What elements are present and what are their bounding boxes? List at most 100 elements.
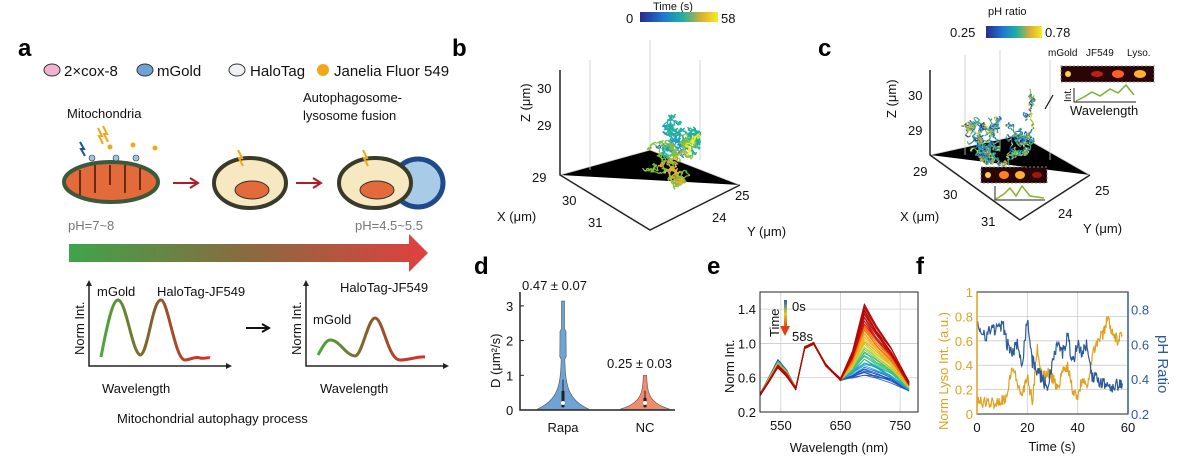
y-tick: 24 xyxy=(712,210,726,225)
trajectory-segment xyxy=(1015,135,1019,139)
trajectory-segment xyxy=(667,147,670,150)
trajectory-segment xyxy=(661,163,665,167)
trajectory-segment xyxy=(994,157,998,160)
trajectory-segment xyxy=(654,141,658,144)
trajectory-segment xyxy=(988,142,992,147)
trajectory-segment xyxy=(676,123,679,126)
trajectory-segment xyxy=(987,117,991,121)
trajectory-segment xyxy=(658,164,662,168)
ph-end-label: pH=4.5~5.5 xyxy=(355,218,423,233)
trajectory-segment xyxy=(1031,123,1034,127)
trajectory-segment xyxy=(663,160,666,165)
trajectory-segment xyxy=(1011,156,1015,160)
trajectory-segment xyxy=(981,137,984,140)
y-axis-label: D (μm²/s) xyxy=(488,334,503,388)
trajectory-segment xyxy=(992,147,995,151)
x-tick: 30 xyxy=(943,187,957,202)
trajectory-segment xyxy=(653,143,656,146)
time-series-chart: 0 20 40 60 0 0.2 0.4 0.6 0.8 1 0.2 0.4 0.6 0.8 Norm Ly… xyxy=(936,285,1171,454)
colorbar-title: Time (s) xyxy=(653,1,693,13)
trajectory-segment xyxy=(669,147,672,151)
trajectory-segment xyxy=(971,130,974,133)
colorbar-max: 0.78 xyxy=(1045,25,1070,40)
trajectory-segment xyxy=(993,132,995,135)
trajectory-segment xyxy=(972,137,975,140)
trajectory-segment xyxy=(674,180,678,183)
trajectory-segment xyxy=(673,185,677,188)
arrow-icon xyxy=(296,177,323,189)
trajectory-segment xyxy=(661,143,664,146)
trajectory-segment xyxy=(961,124,966,127)
trajectory-segment xyxy=(1016,143,1020,147)
legend-jf549: Janelia Fluor 549 xyxy=(334,63,449,80)
peak-mgold-label: mGold xyxy=(313,312,351,327)
spectral-image-inset-bottom xyxy=(980,166,1048,201)
y-tick-label: 1.4 xyxy=(738,302,756,317)
axes-3d xyxy=(559,40,741,231)
trajectory-segment xyxy=(1031,99,1036,103)
trajectory-segment xyxy=(1010,139,1013,143)
trajectory-segment xyxy=(988,134,991,137)
trajectory-segment xyxy=(1013,147,1017,152)
trajectory-segment xyxy=(672,126,675,130)
trajectory-segment xyxy=(1031,104,1035,107)
trajectory-segment xyxy=(1020,135,1023,138)
trajectory-segment xyxy=(645,169,649,172)
trajectory-segment xyxy=(692,135,696,139)
trajectory-segment xyxy=(988,153,992,156)
trajectory-segment xyxy=(672,161,676,164)
z-tick: 30 xyxy=(908,88,922,103)
trajectory-segment xyxy=(994,128,998,133)
trajectory-segment xyxy=(689,130,692,134)
trajectory-segment xyxy=(976,117,980,121)
trajectory-segment xyxy=(1025,137,1030,141)
peak-mgold-label: mGold xyxy=(97,284,135,299)
trajectory-segment xyxy=(1015,138,1019,143)
trajectory-segment xyxy=(996,130,999,134)
trajectory-time-colored xyxy=(642,113,702,190)
trajectory-segment xyxy=(984,139,988,142)
trajectory-segment xyxy=(680,179,683,182)
x-tick: 30 xyxy=(562,193,576,208)
trajectory-segment xyxy=(672,116,675,119)
y-axis-label: Y (μm) xyxy=(1083,221,1122,236)
trajectory-segment xyxy=(669,126,672,129)
spectrum-after: Norm Int. mGold HaloTag-JF549 Wavelength xyxy=(289,280,449,396)
trajectory-segment xyxy=(980,123,983,127)
trajectory-segment xyxy=(694,144,698,147)
trajectory-segment xyxy=(1023,139,1026,142)
trajectory-segment xyxy=(977,152,980,156)
legend-title: Time xyxy=(767,309,782,337)
series-lyso xyxy=(976,315,1123,411)
trajectory-segment xyxy=(648,168,651,172)
trajectory-segment xyxy=(682,138,685,142)
trajectory-segment xyxy=(1008,124,1013,128)
trajectory-segment xyxy=(656,145,660,149)
trajectory-segment xyxy=(643,169,646,172)
trajectory-segment xyxy=(1030,142,1034,145)
trajectory-segment xyxy=(972,136,976,140)
x-tick-label: 550 xyxy=(770,418,792,433)
trajectory-segment xyxy=(1031,139,1035,141)
annotation: 0.47 ± 0.07 xyxy=(522,278,587,293)
trajectory-segment xyxy=(970,131,973,135)
trajectory-segment xyxy=(1007,158,1010,161)
panel-e: e 550 650 750 0.2 0.6 1.0 1.4 Norm Int. Waveleng… xyxy=(707,253,919,455)
trajectory-segment xyxy=(687,174,691,177)
trajectory-segment xyxy=(697,133,701,138)
trajectory-segment xyxy=(664,121,668,125)
y-left-axis-label: Norm Lyso Int. (a.u.) xyxy=(936,312,951,430)
z-tick: 29 xyxy=(908,123,922,138)
trajectory-segment xyxy=(686,144,690,147)
y-left-tick-label: 0.8 xyxy=(955,309,973,324)
trajectory-segment xyxy=(651,169,654,172)
trajectory-segment xyxy=(967,126,971,130)
trajectory-segment xyxy=(971,120,975,124)
trajectory-segment xyxy=(674,148,677,151)
trajectory-segment xyxy=(1009,145,1012,149)
colorbar-max: 58 xyxy=(721,11,735,26)
panel-f: f 0 20 40 60 0 0.2 0.4 0.6 0.8 1 0.2 0.4 0.6 0.8 Norm … xyxy=(916,253,1171,454)
trajectory-segment xyxy=(991,153,995,157)
trajectory-segment xyxy=(676,168,679,171)
trajectory-segment xyxy=(667,133,671,138)
